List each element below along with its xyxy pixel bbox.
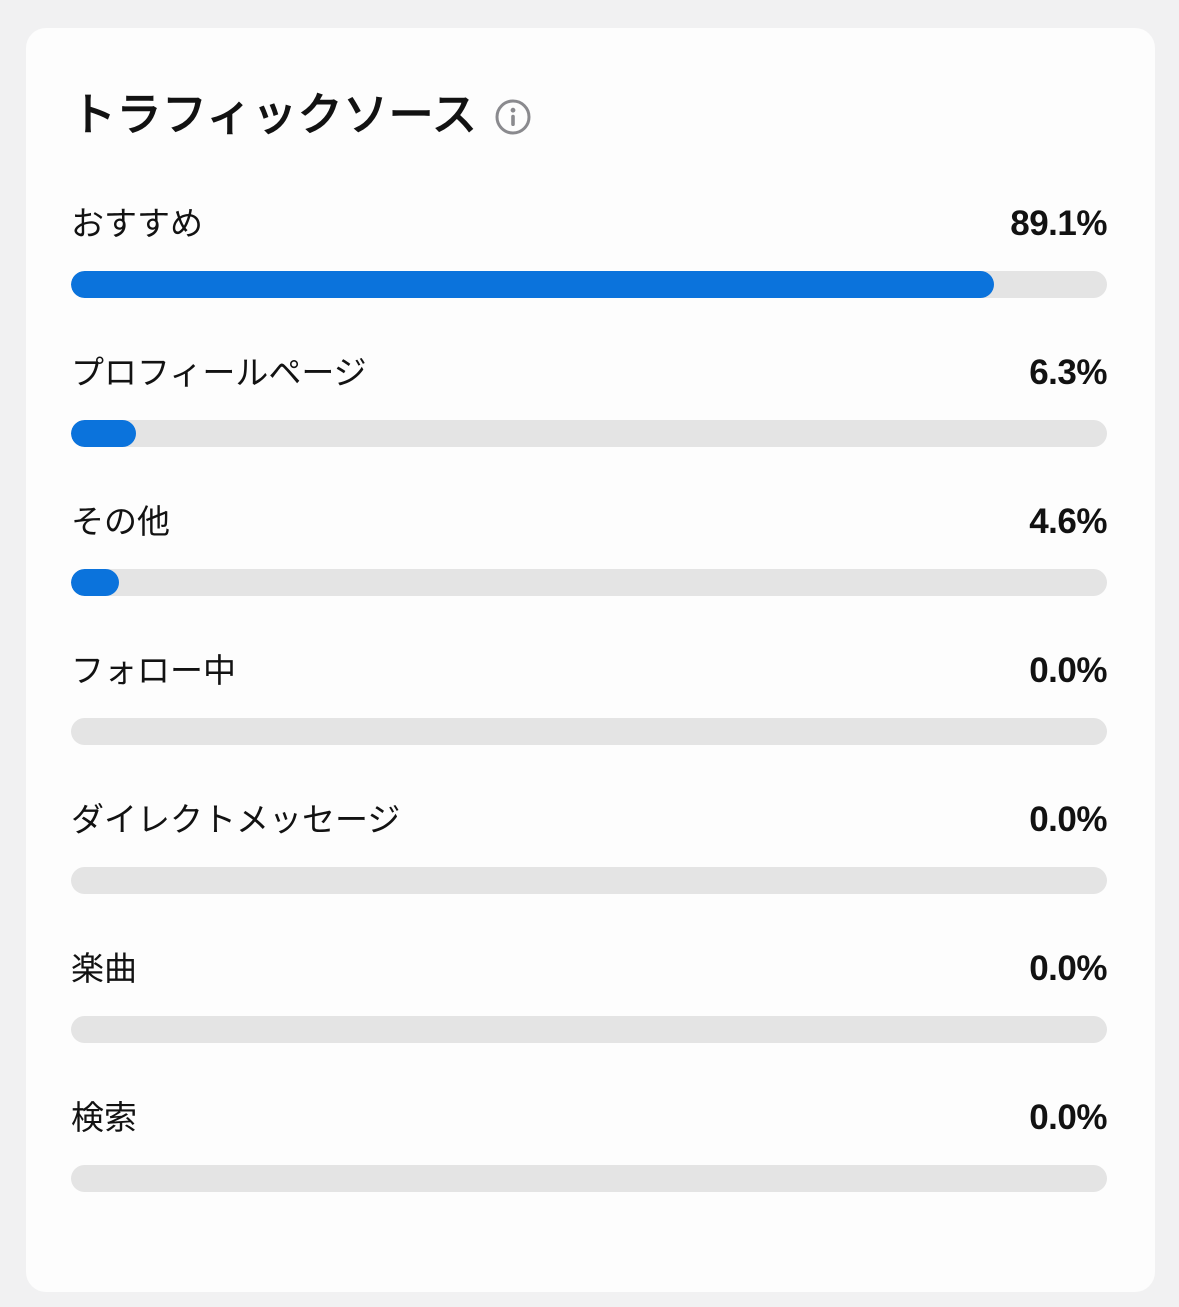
source-percent: 0.0% — [1029, 651, 1107, 690]
progress-track — [71, 718, 1107, 745]
source-percent: 0.0% — [1029, 800, 1107, 839]
progress-fill — [71, 271, 995, 298]
progress-track — [71, 420, 1107, 447]
progress-track — [71, 867, 1107, 894]
traffic-source-list: おすすめ 89.1% プロフィールページ 6.3% その他 4.6% — [71, 202, 1107, 1192]
source-label: 楽曲 — [71, 950, 137, 987]
traffic-source-row: プロフィールページ 6.3% — [71, 351, 1107, 447]
progress-fill — [71, 420, 137, 447]
traffic-source-card: トラフィックソース おすすめ 89.1% プロフィールページ 6.3% — [26, 28, 1155, 1292]
source-label: その他 — [71, 503, 170, 540]
card-header: トラフィックソース — [71, 90, 1107, 140]
source-percent: 0.0% — [1029, 949, 1107, 988]
progress-fill — [71, 569, 119, 596]
card-title: トラフィックソース — [71, 89, 478, 140]
traffic-source-row: その他 4.6% — [71, 500, 1107, 596]
progress-track — [71, 271, 1107, 298]
traffic-source-row: 楽曲 0.0% — [71, 947, 1107, 1043]
progress-track — [71, 1165, 1107, 1192]
source-percent: 0.0% — [1029, 1098, 1107, 1137]
source-label: プロフィールページ — [71, 354, 367, 391]
source-label: 検索 — [71, 1099, 137, 1136]
source-percent: 6.3% — [1029, 353, 1107, 392]
progress-track — [71, 1016, 1107, 1043]
traffic-source-row: ダイレクトメッセージ 0.0% — [71, 798, 1107, 894]
progress-track — [71, 569, 1107, 596]
source-label: フォロー中 — [71, 652, 236, 689]
source-label: おすすめ — [71, 205, 203, 242]
info-icon[interactable] — [494, 98, 532, 136]
source-label: ダイレクトメッセージ — [71, 801, 401, 838]
traffic-source-row: 検索 0.0% — [71, 1096, 1107, 1192]
source-percent: 4.6% — [1029, 502, 1107, 541]
traffic-source-row: フォロー中 0.0% — [71, 649, 1107, 745]
source-percent: 89.1% — [1010, 204, 1107, 243]
traffic-source-row: おすすめ 89.1% — [71, 202, 1107, 298]
